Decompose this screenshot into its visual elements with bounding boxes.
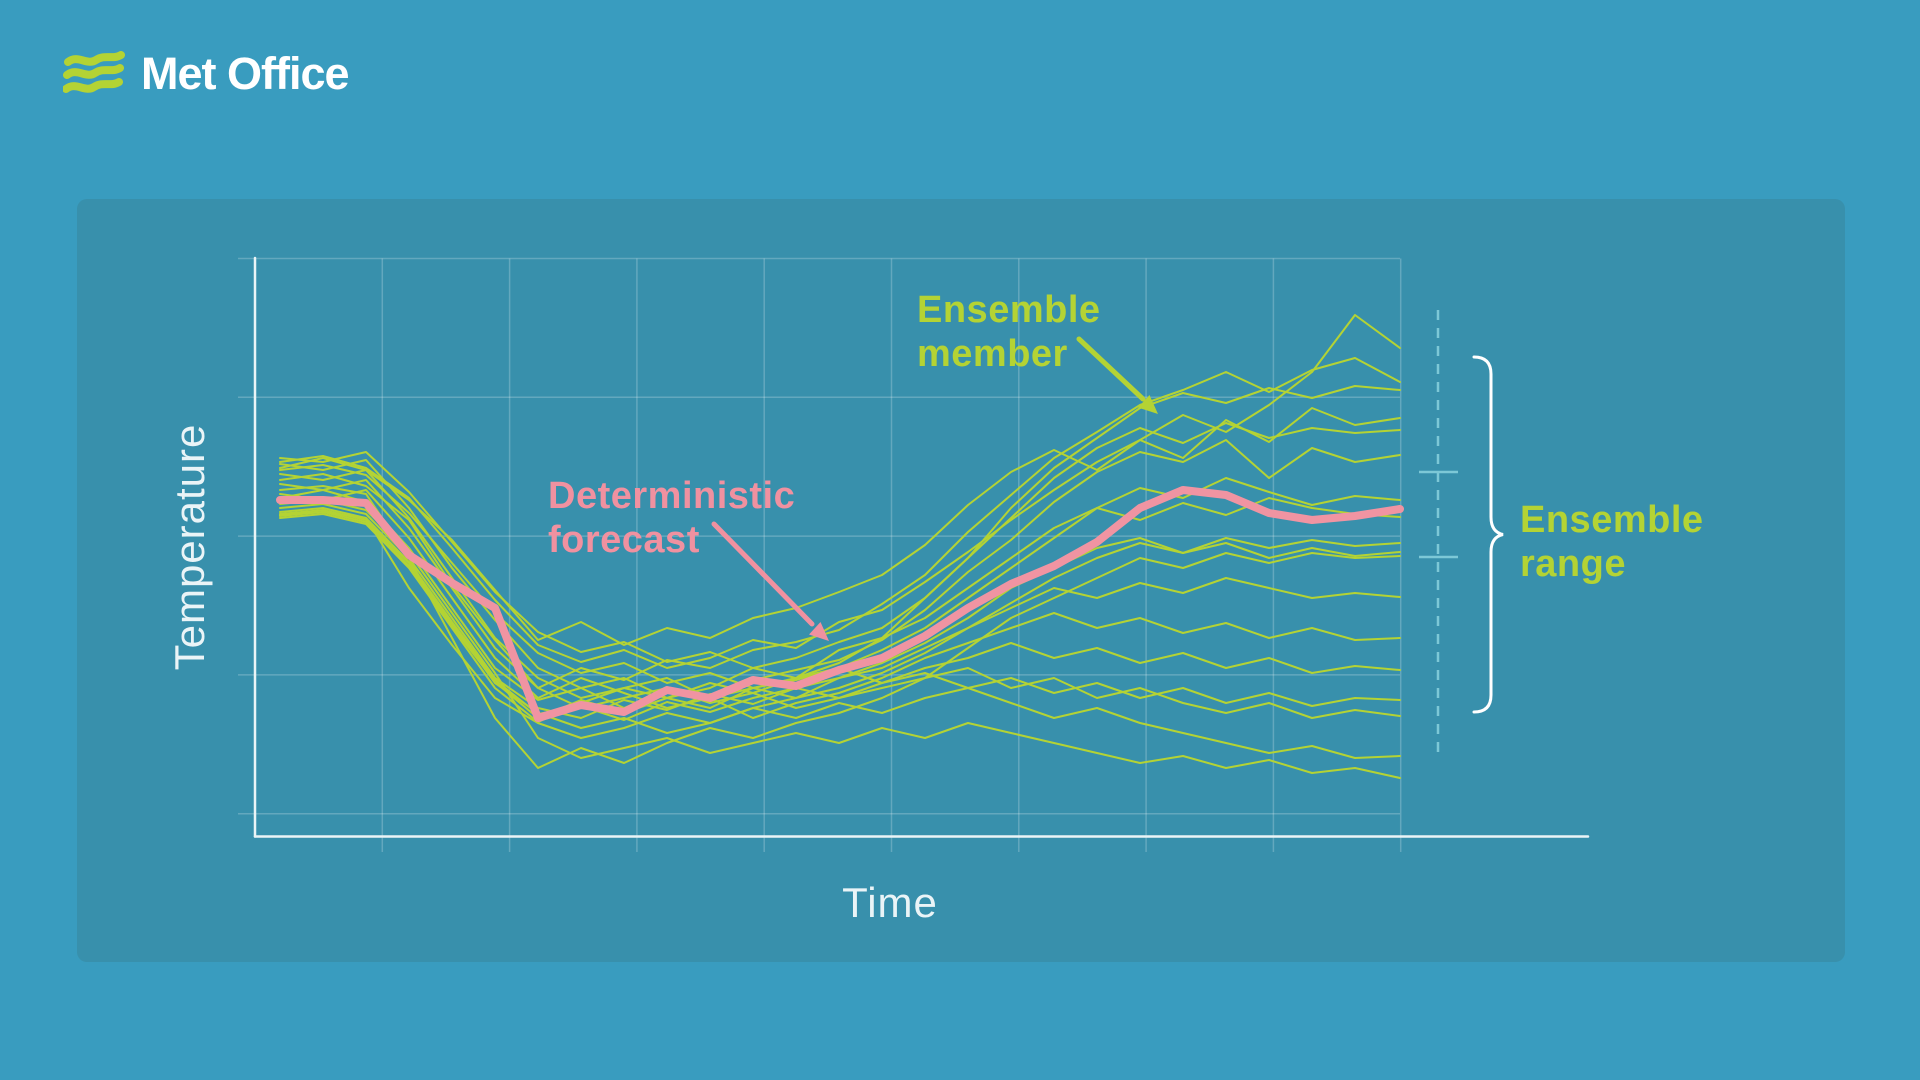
deterministic-forecast-line <box>276 486 1404 722</box>
axes <box>253 256 1590 838</box>
met-office-waves-icon <box>62 51 125 97</box>
annotation-arrows <box>711 336 1158 641</box>
deterministic-forecast-label: Deterministic forecast <box>548 475 796 561</box>
met-office-logo: Met Office <box>62 48 350 99</box>
x-axis-label: Time <box>842 879 938 926</box>
ensemble-range-marker <box>1419 310 1504 757</box>
ensemble-member-arrow <box>1076 336 1158 414</box>
ensemble-member-label: Ensemble member <box>917 289 1101 375</box>
chart-panel <box>77 199 1845 962</box>
y-axis-label: Temperature <box>166 423 213 671</box>
ensemble-range-label: Ensemble range <box>1520 499 1704 585</box>
deterministic-forecast-arrow <box>711 521 829 641</box>
logo-text: Met Office <box>141 48 350 99</box>
grid-lines <box>238 257 1402 852</box>
ensemble-member-lines <box>279 314 1401 779</box>
range-brace <box>1472 355 1504 714</box>
